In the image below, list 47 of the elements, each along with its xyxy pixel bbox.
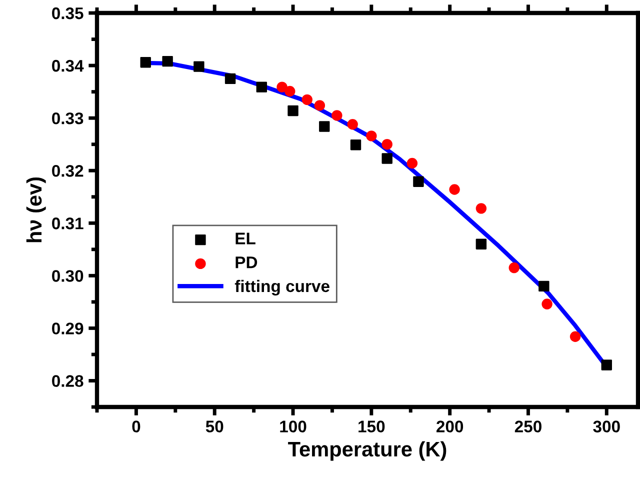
y-tick-label: 0.34 (52, 60, 84, 72)
y-tick-label: 0.30 (52, 270, 84, 282)
point (382, 153, 392, 164)
point (406, 158, 418, 169)
x-tick-label: 150 (358, 420, 385, 432)
point (284, 86, 296, 97)
point (224, 73, 236, 84)
x-axis-title: Temperature (K) (288, 441, 446, 461)
x-tick-label: 300 (593, 420, 620, 432)
point (382, 138, 392, 150)
x-tick-label: 0 (132, 420, 140, 432)
point (350, 140, 362, 150)
point (538, 280, 550, 292)
point (366, 130, 377, 142)
point (508, 262, 520, 274)
point (194, 61, 204, 72)
point (476, 203, 487, 214)
y-axis-title: hν (ev) (26, 177, 46, 242)
x-tick-label: 100 (280, 420, 306, 432)
y-tick-label: 0.32 (52, 165, 84, 177)
y-tick-label: 0.29 (52, 322, 84, 334)
point (332, 110, 342, 121)
point (347, 119, 358, 130)
point (276, 82, 288, 92)
point (140, 57, 151, 68)
y-tick-label: 0.33 (52, 112, 84, 124)
y-tick-label: 0.31 (52, 218, 84, 230)
legend-label: PD (236, 256, 258, 268)
y-tick-label: 0.28 (52, 375, 84, 387)
point (256, 82, 268, 92)
y-tick-label: 0.35 (52, 7, 84, 20)
x-tick-label: 250 (514, 420, 542, 432)
point (542, 298, 552, 310)
point (449, 184, 460, 195)
point (476, 238, 487, 250)
point (601, 360, 612, 370)
point (162, 56, 173, 67)
point (314, 100, 326, 111)
point (288, 105, 298, 116)
point (413, 176, 424, 187)
x-tick-label: 200 (436, 420, 464, 432)
point (302, 94, 312, 106)
legend-label: fitting curve (234, 280, 330, 296)
point (319, 121, 330, 132)
x-tick-label: 50 (206, 420, 224, 432)
legend-label: EL (236, 232, 256, 244)
point (570, 331, 581, 342)
